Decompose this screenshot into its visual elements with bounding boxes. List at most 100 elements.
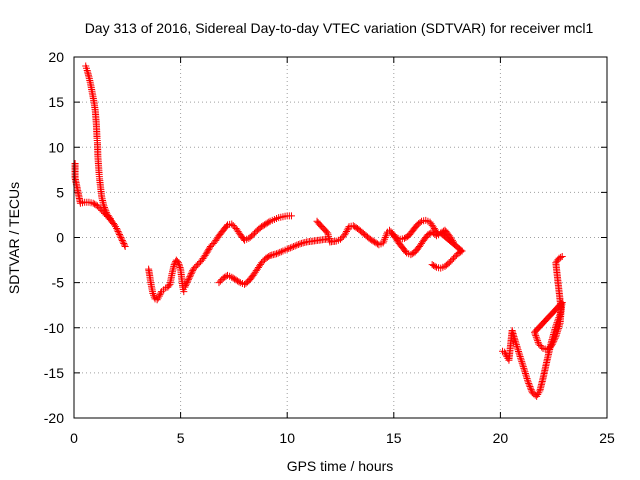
- data-point: [165, 282, 173, 290]
- data-point: [380, 237, 388, 245]
- data-point: [156, 291, 164, 299]
- chart-title: Day 313 of 2016, Sidereal Day-to-day VTE…: [85, 20, 594, 36]
- data-point: [188, 268, 196, 276]
- data-point: [186, 273, 194, 281]
- y-tick-label: 15: [48, 94, 64, 110]
- data-point: [515, 349, 523, 357]
- data-point: [149, 289, 157, 297]
- data-point: [416, 218, 424, 226]
- data-point: [553, 328, 561, 336]
- data-point: [516, 351, 524, 359]
- data-point: [555, 323, 563, 331]
- data-point: [534, 337, 542, 345]
- data-point: [290, 243, 298, 251]
- data-point: [157, 289, 165, 297]
- data-point: [174, 259, 182, 267]
- data-point: [386, 226, 394, 234]
- data-point: [187, 271, 195, 279]
- data-point: [532, 332, 540, 340]
- data-point: [554, 326, 562, 334]
- data-point: [527, 386, 535, 394]
- data-point: [105, 213, 113, 221]
- data-point: [519, 361, 527, 369]
- data-point: [194, 261, 202, 269]
- data-point: [115, 230, 123, 238]
- data-point: [337, 235, 344, 243]
- data-point: [532, 333, 540, 341]
- data-point: [111, 221, 119, 229]
- data-point: [228, 273, 236, 281]
- data-point: [525, 379, 533, 387]
- data-point: [101, 205, 109, 213]
- data-point: [449, 254, 457, 262]
- data-point: [524, 378, 532, 386]
- data-point: [526, 383, 534, 391]
- data-point: [371, 238, 379, 246]
- data-point: [150, 291, 158, 299]
- data-point: [204, 247, 212, 255]
- data-point: [425, 230, 433, 238]
- data-point: [176, 262, 184, 270]
- data-point: [372, 239, 380, 247]
- data-point: [518, 359, 526, 367]
- data-point: [515, 347, 523, 355]
- data-point: [556, 321, 564, 329]
- data-point: [191, 264, 199, 272]
- data-point: [180, 288, 188, 296]
- data-point: [265, 218, 273, 226]
- data-point: [514, 346, 522, 354]
- data-point: [100, 202, 108, 210]
- data-point: [402, 234, 410, 241]
- data-point: [447, 257, 455, 265]
- data-point: [260, 221, 268, 229]
- data-point: [119, 238, 127, 246]
- data-point: [518, 358, 526, 366]
- data-point: [535, 389, 543, 397]
- data-point: [221, 273, 229, 281]
- data-point: [184, 277, 192, 285]
- data-point: [527, 384, 535, 392]
- data-point: [369, 237, 377, 245]
- data-points: [71, 62, 566, 400]
- data-point: [531, 328, 539, 336]
- data-point: [274, 249, 282, 257]
- data-point: [408, 250, 416, 258]
- data-point: [407, 251, 415, 259]
- data-point: [208, 241, 216, 249]
- data-point: [534, 391, 542, 399]
- data-point: [259, 222, 267, 230]
- data-point: [118, 235, 126, 243]
- data-point: [400, 234, 408, 242]
- data-point: [102, 207, 110, 215]
- data-point: [235, 278, 243, 286]
- data-point: [89, 199, 97, 207]
- data-point: [548, 340, 556, 348]
- data-point: [215, 279, 223, 287]
- x-tick-label: 5: [177, 430, 185, 446]
- data-point: [273, 250, 281, 258]
- data-point: [445, 259, 453, 267]
- data-point: [349, 222, 357, 230]
- data-point: [523, 375, 531, 383]
- data-point: [342, 229, 350, 237]
- data-point: [189, 265, 197, 273]
- data-point: [520, 364, 528, 372]
- data-point: [341, 231, 349, 239]
- y-tick-label: -10: [44, 320, 64, 336]
- data-point: [430, 261, 438, 269]
- data-point: [114, 227, 122, 235]
- data-point: [294, 240, 302, 248]
- data-point: [232, 276, 240, 284]
- data-point: [286, 244, 294, 252]
- data-point: [549, 339, 557, 347]
- data-point: [120, 240, 128, 248]
- data-point: [249, 231, 257, 239]
- data-point: [391, 232, 399, 240]
- data-point: [448, 236, 456, 244]
- plot-frame: [73, 56, 608, 419]
- data-point: [424, 231, 432, 239]
- y-tick-label: 0: [56, 230, 64, 246]
- data-point: [512, 339, 520, 347]
- data-point: [554, 324, 562, 332]
